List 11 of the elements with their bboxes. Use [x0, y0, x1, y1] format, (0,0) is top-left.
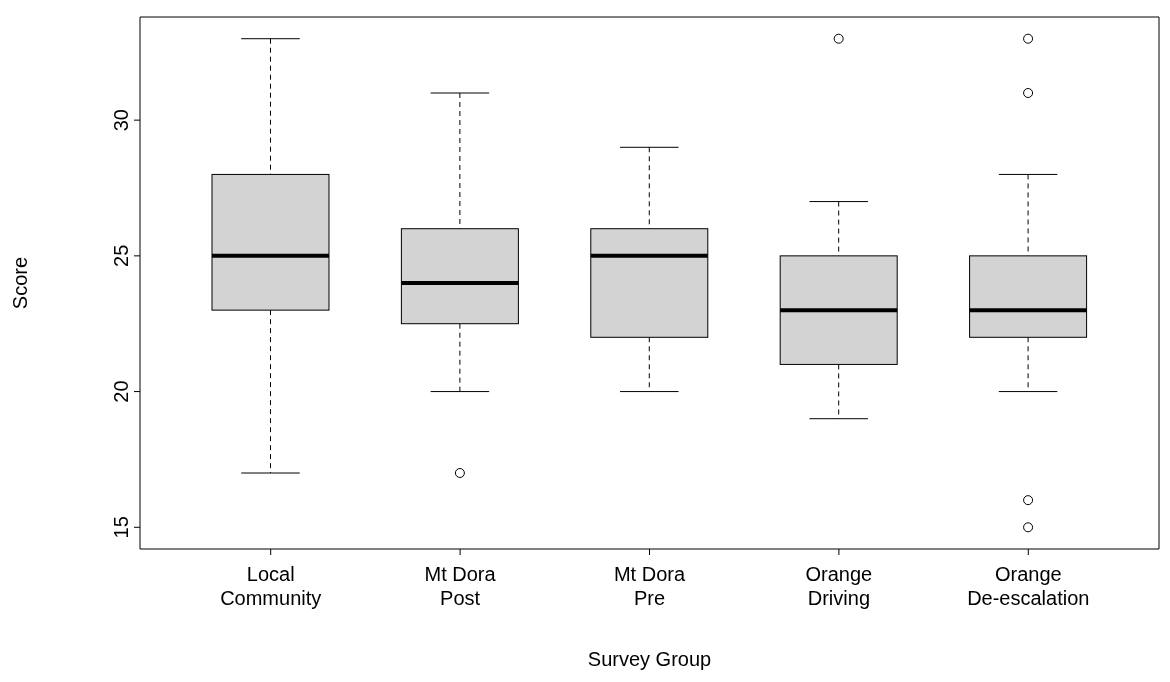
- x-axis-title: Survey Group: [587, 648, 712, 670]
- y-axis-title: Score: [9, 256, 32, 310]
- y-tick-label: 30: [110, 109, 132, 132]
- x-tick-label: Mt Dora Post: [424, 563, 497, 609]
- x-tick-label: Local Community: [220, 563, 322, 609]
- y-tick-label: 20: [110, 380, 132, 403]
- y-tick-label: 25: [110, 244, 132, 267]
- x-tick-label: Orange Driving: [805, 563, 873, 609]
- x-tick-label: Mt Dora Pre: [613, 563, 686, 609]
- y-tick-label: 15: [110, 516, 132, 539]
- x-tick-label: Orange De-escalation: [967, 563, 1090, 609]
